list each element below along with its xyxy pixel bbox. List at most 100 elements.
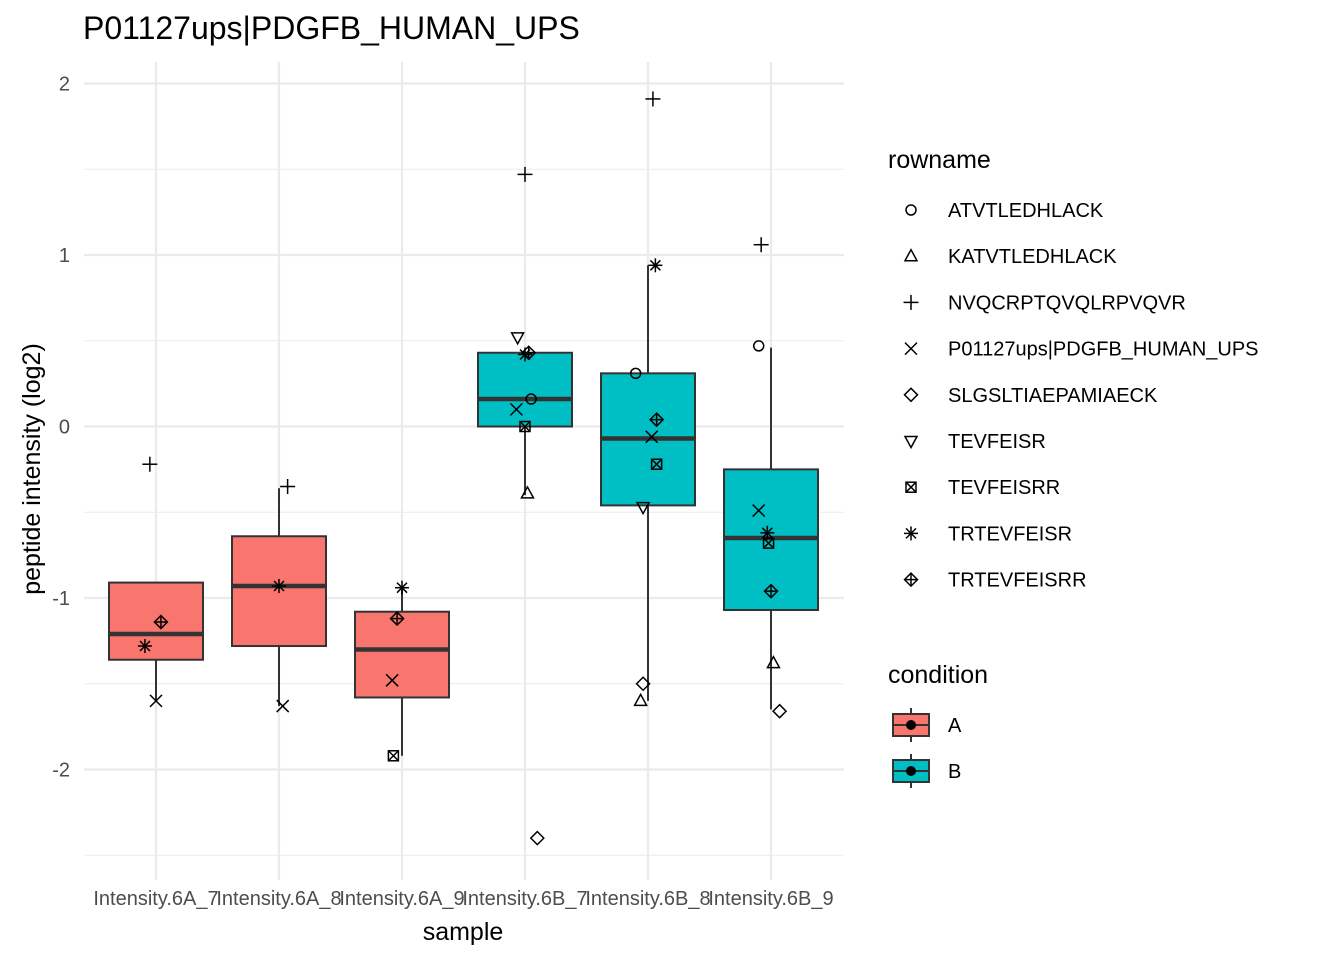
shape-asterisk-b [139, 640, 151, 652]
data-point [762, 537, 775, 549]
data-point [518, 347, 532, 362]
y-tick-label: -1 [52, 588, 70, 610]
shape-asterisk-b [649, 259, 661, 271]
shape-triangle [903, 248, 919, 262]
shape-square-cross-b [387, 750, 399, 762]
legend-label: SLGSLTIAEPAMIAECK [948, 385, 1158, 407]
y-tick-label: 0 [59, 417, 70, 439]
data-point [137, 639, 152, 654]
chart-title: P01127ups|PDGFB_HUMAN_UPS [83, 10, 580, 46]
shape-cross-b [752, 504, 766, 518]
box-iqr-rect [477, 351, 573, 428]
shape-triangle [520, 485, 535, 499]
shape-square [905, 481, 917, 493]
shape-triangle [633, 692, 648, 707]
legend-key-circle [905, 204, 917, 216]
data-point [650, 458, 663, 470]
legend-key-triangle [903, 248, 919, 262]
shape-triangle [766, 655, 781, 669]
y-tick-label: 1 [59, 245, 70, 267]
data-point [645, 91, 661, 107]
legend-label: KATVTLEDHLACK [948, 246, 1117, 268]
shape-square-cross-b [651, 458, 663, 470]
x-tick-label: Intensity.6B_9 [708, 888, 833, 910]
legend-key-plus [903, 294, 919, 310]
legend-label: ATVTLEDHLACK [948, 200, 1104, 222]
box-Intensity.6A_9 [354, 587, 450, 756]
shape-cross-b [645, 430, 659, 444]
legend-label: B [948, 761, 961, 783]
legend-point [906, 766, 916, 776]
data-point [153, 614, 169, 630]
shape-square-cross-b [519, 420, 531, 433]
y-axis-title: peptide intensity (log2) [18, 343, 46, 595]
shape-asterisk-b [396, 582, 408, 594]
data-point [149, 694, 163, 708]
data-point [142, 456, 158, 472]
data-point [517, 166, 533, 182]
x-tick-label: Intensity.6A_9 [339, 888, 464, 910]
box-layer [108, 265, 819, 756]
y-tick-label: -2 [52, 760, 70, 782]
shape-asterisk-b [905, 527, 917, 539]
y-tick-label: 2 [59, 74, 70, 96]
x-axis-title: sample [423, 918, 504, 946]
data-point [395, 580, 409, 595]
legend: rowname ATVTLEDHLACK KATVTLEDHLACK NVQCRPT… [888, 146, 1259, 788]
condition-legend-items: AB [892, 708, 962, 788]
shape-cross-b [904, 342, 918, 356]
data-point [635, 676, 651, 692]
shape-cross-b [149, 694, 163, 708]
data-point [520, 485, 535, 499]
shape-asterisk-b [761, 527, 773, 539]
data-point [525, 393, 537, 405]
condition-legend-key [892, 754, 930, 788]
condition-legend-title: condition [888, 661, 988, 689]
data-point [766, 655, 781, 669]
shape-cross-b [276, 699, 290, 713]
x-tick-label: Intensity.6B_8 [585, 888, 710, 910]
data-point [648, 258, 663, 273]
shape-diamond [529, 830, 545, 846]
legend-key-asterisk [904, 526, 918, 541]
legend-label: NVQCRPTQVQLRPVQVR [948, 292, 1186, 314]
data-point [385, 673, 399, 687]
shape-triangle-down [635, 501, 651, 516]
data-point [510, 332, 525, 346]
legend-key-cross [904, 342, 918, 356]
box-Intensity.6A_7 [108, 581, 204, 701]
data-point [635, 501, 651, 516]
data-point [519, 420, 531, 433]
shape-diamond [635, 676, 651, 692]
legend-label: P01127ups|PDGFB_HUMAN_UPS [948, 339, 1259, 361]
legend-label: TEVFEISR [948, 431, 1046, 453]
condition-legend-key [892, 708, 930, 742]
legend-key-square-cross [905, 481, 917, 493]
data-point [389, 611, 405, 627]
box-Intensity.6A_8 [231, 488, 327, 707]
shape-diamond [772, 703, 788, 719]
shape-circle [525, 393, 537, 405]
legend-key-triangle-down [903, 435, 919, 450]
shape-square [762, 537, 775, 549]
legend-key-diamond [903, 387, 919, 403]
shape-circle [752, 340, 765, 352]
legend-label: TRTEVFEISRR [948, 570, 1087, 592]
box-Intensity.6B_7 [477, 351, 573, 496]
shape-square-cross-b [763, 537, 775, 549]
shape-legend-items: ATVTLEDHLACK KATVTLEDHLACK NVQCRPTQVQLRPVQ… [903, 200, 1259, 592]
data-point [649, 412, 665, 428]
box-iqr-rect [354, 610, 450, 699]
shape-asterisk-b [273, 580, 285, 592]
data-point [629, 367, 642, 380]
shape-asterisk-b [519, 348, 531, 361]
box-Intensity.6B_8 [600, 265, 696, 701]
data-point [752, 340, 765, 352]
x-tick-label: Intensity.6B_7 [462, 888, 587, 910]
x-tick-label: Intensity.6A_8 [216, 888, 341, 910]
shape-cross-b [385, 673, 399, 687]
shape-legend-title: rowname [888, 146, 991, 174]
data-point [529, 830, 545, 846]
shape-square [519, 420, 531, 433]
